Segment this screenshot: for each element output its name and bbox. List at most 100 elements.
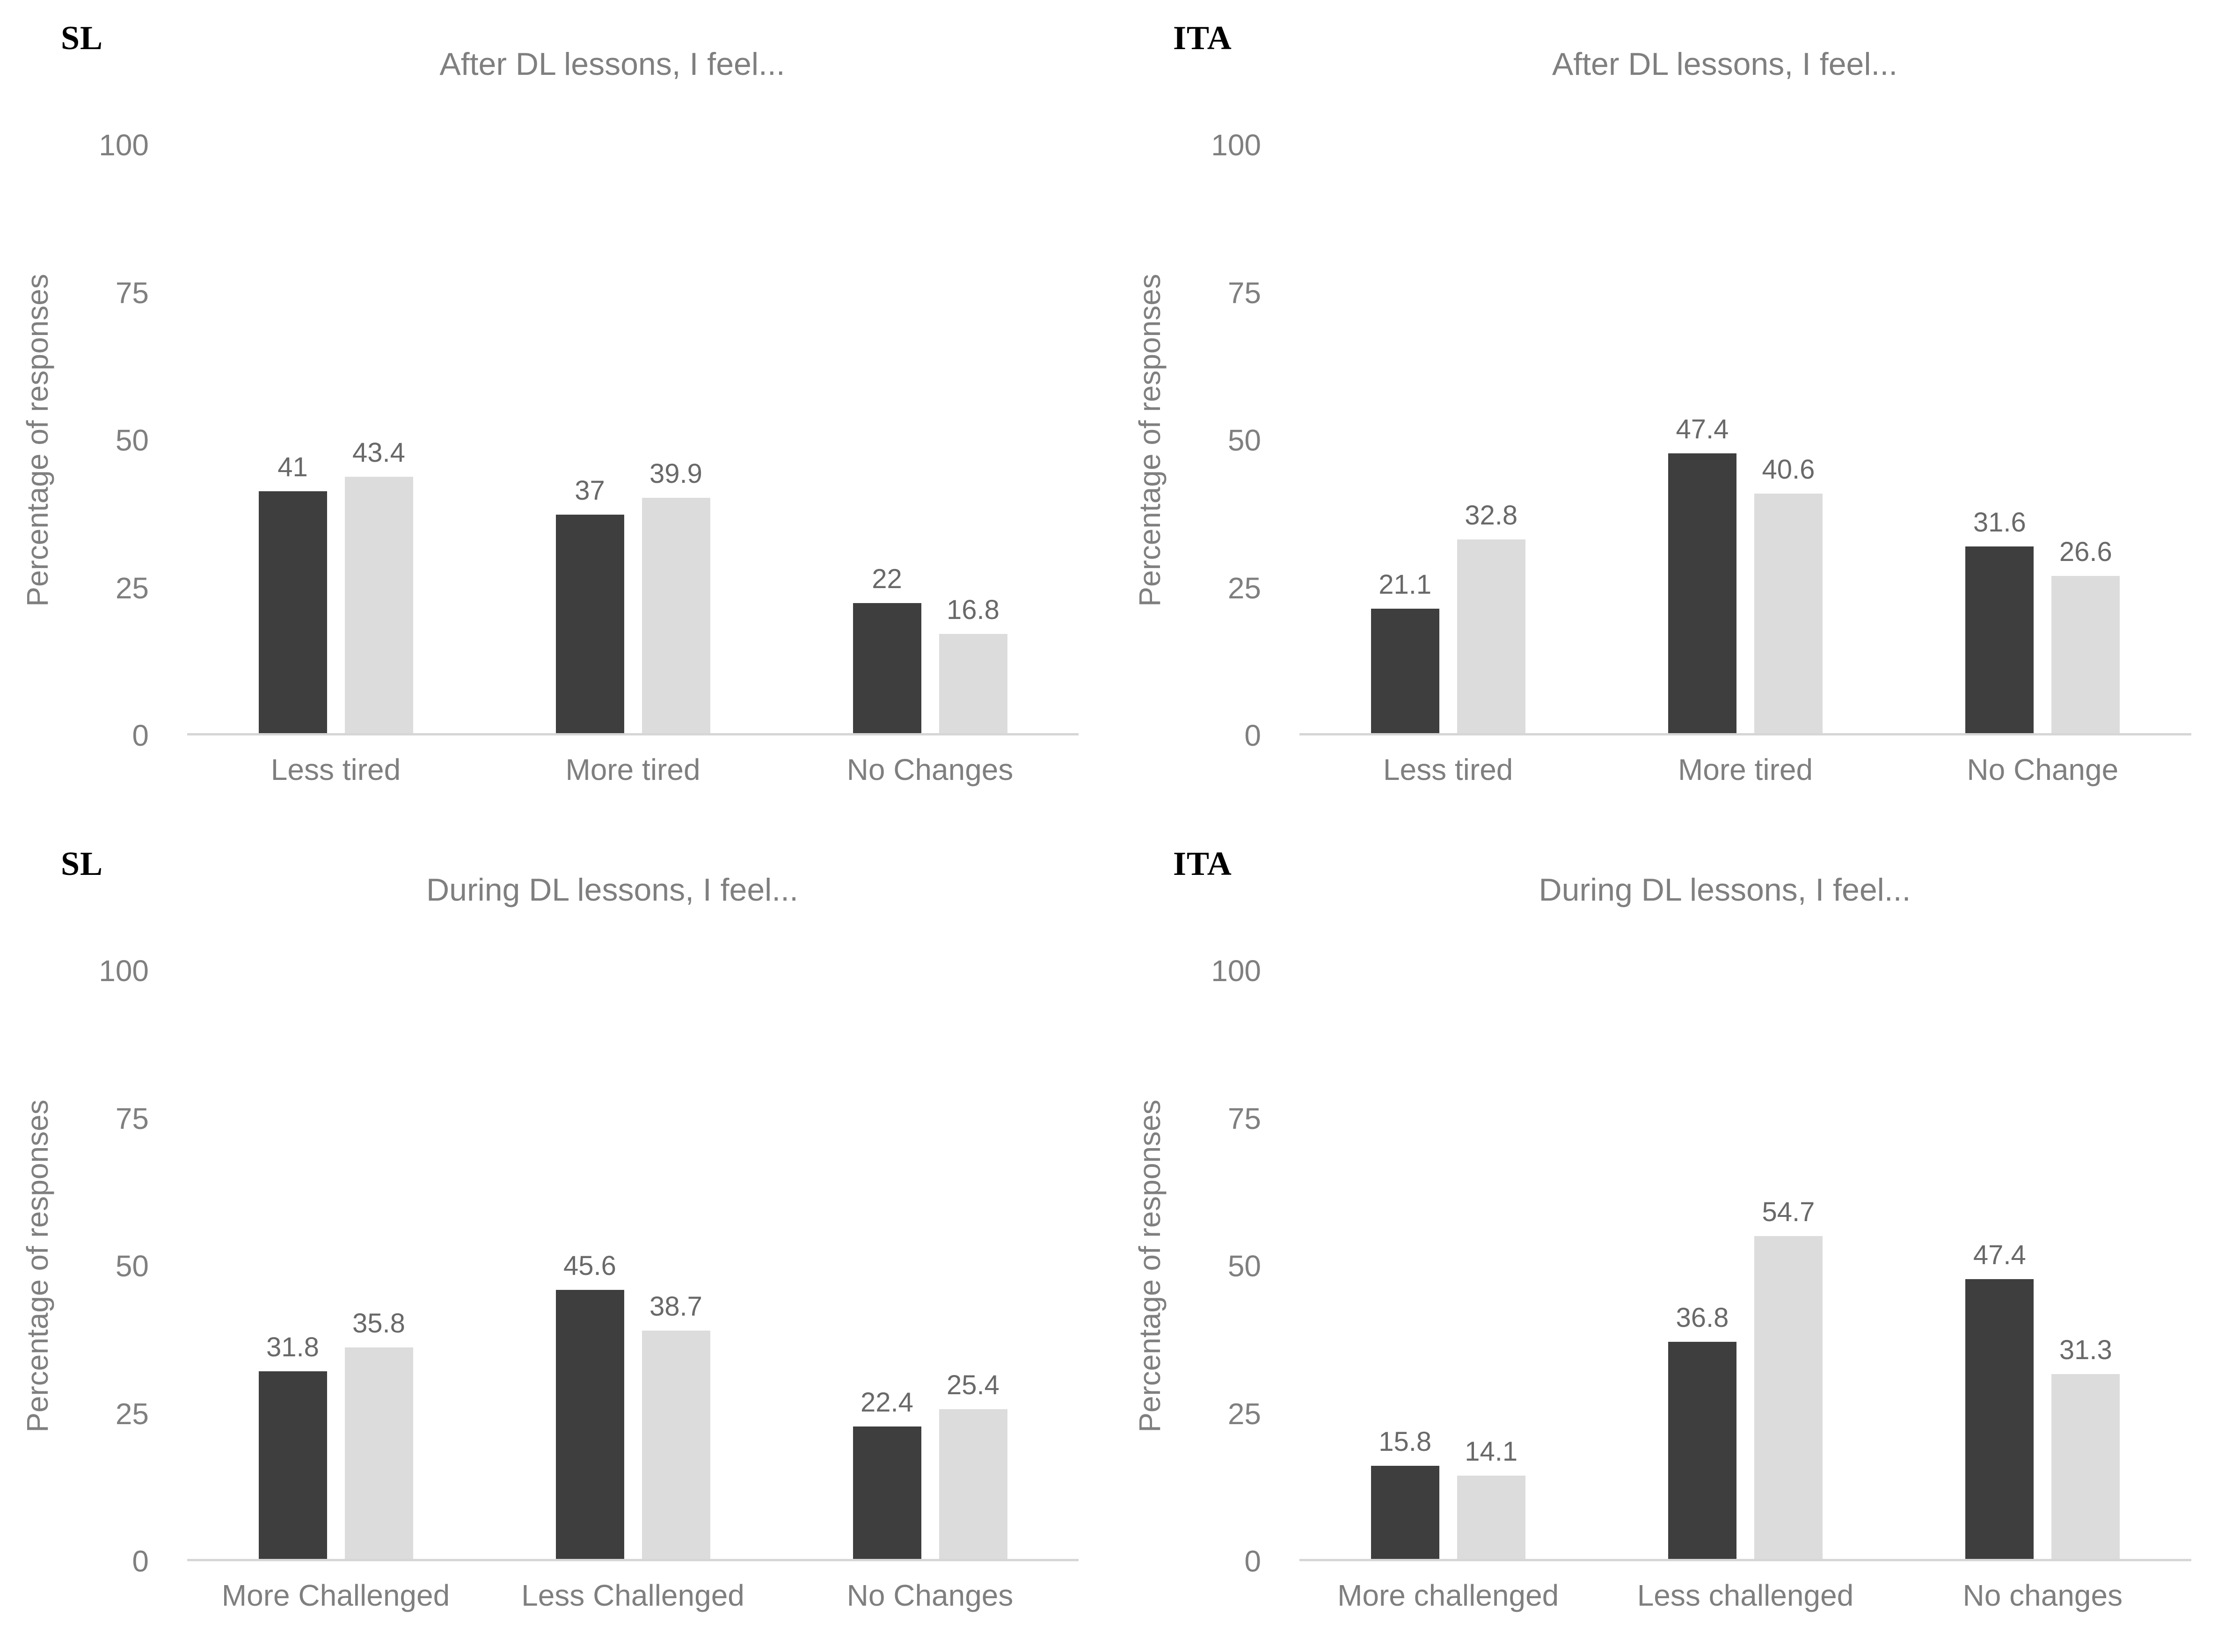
light-bar: [939, 634, 1007, 733]
x-category-label: Less tired: [270, 753, 401, 786]
x-categories: More Challenged Less Challenged No Changes: [187, 1578, 1079, 1613]
x-categories: Less tired More tired No Changes: [187, 752, 1079, 787]
plot-groups: 15.8 14.1 36.8 54.7 47.4 31.3: [1299, 971, 2191, 1559]
bar-column: 40.6: [1754, 454, 1823, 733]
light-bar: [1457, 539, 1525, 733]
y-tick-label: 0: [132, 719, 149, 752]
plot-area: 41 43.4 37 39.9 22 16.8: [187, 145, 1079, 735]
bar-group: 41 43.4: [187, 437, 484, 733]
dark-bar: [1668, 453, 1736, 733]
bar-value-label: 15.8: [1379, 1426, 1432, 1457]
bar-column: 41: [258, 451, 327, 733]
bar-value-label: 31.6: [1973, 507, 2026, 538]
x-category-label: No changes: [1962, 1579, 2123, 1612]
bar-column: 47.4: [1965, 1239, 2034, 1559]
bar-value-label: 25.4: [947, 1369, 999, 1400]
bar-group: 31.8 35.8: [187, 1308, 484, 1559]
bar-value-label: 47.4: [1676, 414, 1729, 444]
x-category-label: No Change: [1967, 753, 2119, 786]
plot-area: 31.8 35.8 45.6 38.7 22.4 25.4: [187, 971, 1079, 1561]
x-categories: More challenged Less challenged No changes: [1299, 1578, 2191, 1613]
bar-value-label: 32.8: [1465, 500, 1518, 531]
y-tick-label: 100: [99, 128, 149, 162]
bar-column: 22: [853, 563, 921, 733]
bar-value-label: 43.4: [352, 437, 405, 468]
dark-bar: [1965, 546, 2034, 733]
y-tick-label: 100: [1211, 128, 1261, 162]
chart-title: After DL lessons, I feel...: [439, 46, 785, 82]
bar-group: 47.4 31.3: [1894, 1239, 2191, 1559]
bar-value-label: 21.1: [1379, 569, 1432, 600]
dark-bar: [1668, 1341, 1736, 1559]
chart-panel: SL During DL lessons, I feel... Percenta…: [0, 826, 1112, 1652]
dark-bar: [1965, 1279, 2034, 1559]
bar-value-label: 14.1: [1465, 1436, 1518, 1467]
panel-label: SL: [61, 19, 103, 57]
x-category-label: More tired: [1678, 753, 1813, 786]
bar-column: 32.8: [1457, 500, 1525, 733]
bar-column: 39.9: [642, 458, 710, 733]
bar-value-label: 26.6: [2059, 537, 2112, 568]
bar-value-label: 31.3: [2059, 1335, 2112, 1365]
bar-column: 47.4: [1668, 414, 1736, 733]
plot-groups: 21.1 32.8 47.4 40.6 31.6 26.6: [1299, 145, 2191, 733]
bar-value-label: 40.6: [1762, 454, 1815, 485]
x-category-label: More challenged: [1337, 1579, 1559, 1612]
light-bar: [642, 497, 710, 733]
dark-bar: [258, 491, 327, 733]
x-category-label: No Changes: [846, 753, 1014, 786]
bar-column: 38.7: [642, 1291, 710, 1559]
light-bar: [1754, 493, 1823, 733]
bar-value-label: 16.8: [947, 595, 999, 625]
bar-column: 25.4: [939, 1369, 1007, 1559]
bar-group: 36.8 54.7: [1597, 1196, 1894, 1559]
bar-group: 22 16.8: [781, 563, 1079, 733]
bar-column: 36.8: [1668, 1302, 1736, 1559]
bar-value-label: 36.8: [1676, 1302, 1729, 1333]
plot-area: 15.8 14.1 36.8 54.7 47.4 31.3: [1299, 971, 2191, 1561]
light-bar: [344, 1347, 413, 1559]
x-category-label: Less Challenged: [521, 1579, 744, 1612]
x-categories: Less tired More tired No Change: [1299, 752, 2191, 787]
x-category-label: More tired: [565, 753, 700, 786]
bar-column: 21.1: [1371, 569, 1439, 733]
y-axis-title: Percentage of responses: [21, 1099, 54, 1433]
light-bar: [939, 1409, 1007, 1559]
y-axis-title: Percentage of responses: [1133, 1099, 1167, 1433]
dark-bar: [853, 603, 921, 733]
bar-value-label: 22: [872, 564, 902, 595]
bar-column: 37: [555, 475, 624, 733]
bar-value-label: 41: [277, 451, 308, 482]
bar-value-label: 47.4: [1973, 1239, 2026, 1270]
bar-column: 31.3: [2051, 1334, 2120, 1559]
chart-panel: ITA During DL lessons, I feel... Percent…: [1112, 826, 2225, 1652]
dark-bar: [853, 1426, 921, 1559]
dark-bar: [555, 1289, 624, 1559]
bar-group: 47.4 40.6: [1597, 414, 1894, 733]
plot-groups: 41 43.4 37 39.9 22 16.8: [187, 145, 1079, 733]
panel-label: SL: [61, 845, 103, 882]
panel-label: ITA: [1173, 19, 1232, 57]
bar-column: 45.6: [555, 1250, 624, 1559]
bar-value-label: 38.7: [649, 1291, 702, 1322]
bar-group: 22.4 25.4: [781, 1369, 1079, 1559]
x-category-label: More Challenged: [221, 1579, 450, 1612]
bar-column: 31.8: [258, 1332, 327, 1559]
light-bar: [1754, 1236, 1823, 1559]
bar-value-label: 37: [575, 475, 605, 506]
bar-value-label: 35.8: [352, 1308, 405, 1339]
light-bar: [642, 1330, 710, 1559]
y-axis-title: Percentage of responses: [21, 274, 54, 607]
bar-value-label: 22.4: [861, 1387, 913, 1418]
panel-label: ITA: [1173, 845, 1232, 882]
y-tick-label: 100: [99, 954, 149, 988]
bar-column: 16.8: [939, 594, 1007, 733]
light-bar: [344, 477, 413, 733]
bar-column: 22.4: [853, 1387, 921, 1559]
bar-group: 45.6 38.7: [484, 1250, 781, 1559]
chart-title: After DL lessons, I feel...: [1552, 46, 1898, 82]
chart-panel: SL After DL lessons, I feel... Percentag…: [0, 0, 1112, 826]
bar-group: 37 39.9: [484, 458, 781, 733]
dark-bar: [1371, 1465, 1439, 1559]
